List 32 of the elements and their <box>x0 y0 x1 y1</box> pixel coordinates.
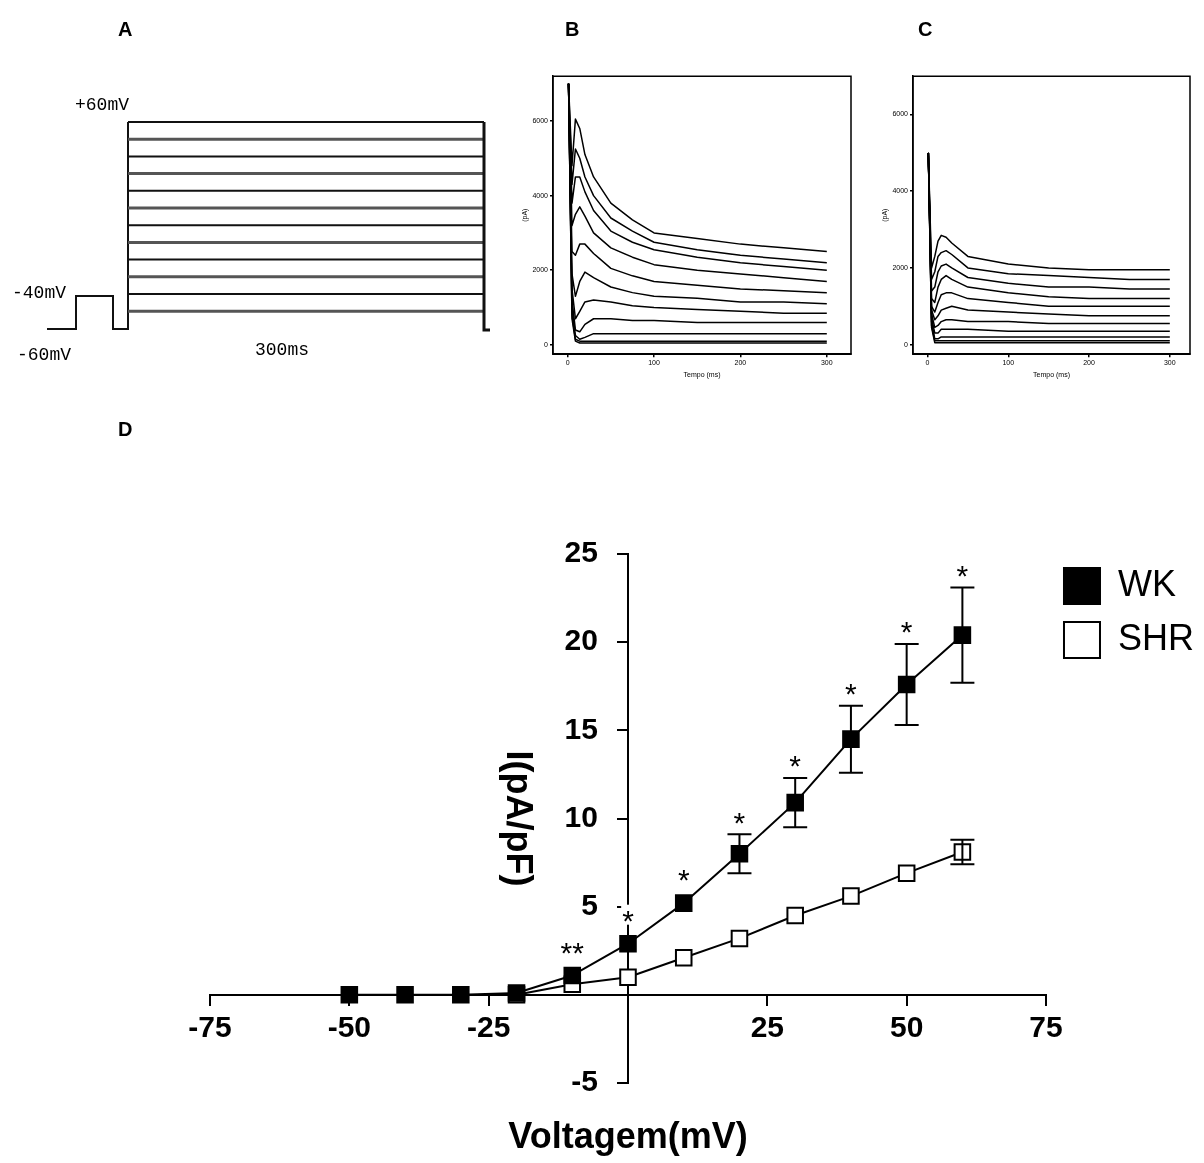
text: +60mV <box>75 95 130 115</box>
x-tick-label: 75 <box>1029 1010 1063 1044</box>
annotation: * <box>677 863 690 897</box>
y-tick-label: 10 <box>564 799 628 833</box>
annotation: * <box>789 749 802 783</box>
y-axis-title: I(pA/pF) <box>499 750 541 887</box>
x-tick-label: 50 <box>889 1010 924 1044</box>
legend-label: WK <box>1117 562 1176 604</box>
y-tick-label: 25 <box>564 535 628 569</box>
x-tick-label: -50 <box>327 1010 372 1044</box>
annotation: * <box>845 676 858 710</box>
annotation: * <box>733 805 746 839</box>
y-tick-label: 5 <box>581 887 598 921</box>
annotation: * <box>622 903 635 937</box>
y-tick-label: -5 <box>571 1064 628 1098</box>
chart-title: D <box>118 418 133 441</box>
x-tick-label: -75 <box>188 1010 232 1044</box>
text: -40mV <box>12 283 67 303</box>
x-tick-label: -25 <box>466 1010 511 1044</box>
annotation: * <box>956 558 969 592</box>
x-axis-title: Voltagem(mV) <box>508 1114 748 1156</box>
legend-label: SHR <box>1117 616 1195 658</box>
chart-title: B <box>565 18 580 41</box>
annotation: ** <box>560 935 585 969</box>
text: 300ms <box>255 340 310 360</box>
y-tick-label: 20 <box>564 623 628 657</box>
text: -60mV <box>17 345 72 365</box>
chart-title: C <box>918 18 933 41</box>
x-tick-label: 25 <box>750 1010 785 1044</box>
text: A <box>118 18 133 41</box>
y-tick-label: 15 <box>564 711 628 745</box>
annotation: * <box>900 615 913 649</box>
